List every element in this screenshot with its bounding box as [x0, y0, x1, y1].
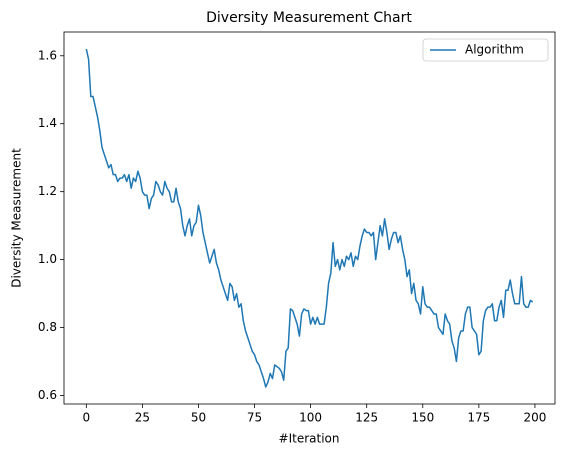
- x-tick-label: 125: [355, 411, 378, 425]
- x-tick-label: 75: [247, 411, 262, 425]
- y-tick-label: 1.0: [38, 252, 57, 266]
- legend-box: [422, 38, 549, 62]
- data-line: [85, 48, 534, 388]
- x-tick-label: 100: [299, 411, 322, 425]
- y-axis-label: Diversity Measurement: [10, 148, 24, 288]
- chart-title: Diversity Measurement Chart: [206, 10, 412, 26]
- legend-label: Algorithm: [465, 43, 524, 57]
- x-tick-label: 150: [411, 411, 434, 425]
- x-tick-label: 0: [82, 411, 90, 425]
- x-tick-label: 175: [467, 411, 490, 425]
- x-tick-label: 50: [191, 411, 206, 425]
- x-axis-label: #Iteration: [279, 432, 340, 446]
- x-tick-label: 25: [135, 411, 150, 425]
- y-tick-label: 1.2: [38, 184, 57, 198]
- x-tick-label: 200: [523, 411, 546, 425]
- y-tick-label: 1.6: [38, 48, 57, 62]
- y-tick-label: 1.4: [38, 116, 57, 130]
- y-tick-label: 0.8: [38, 320, 57, 334]
- axes-frame: [63, 31, 556, 405]
- y-tick-label: 0.6: [38, 388, 57, 402]
